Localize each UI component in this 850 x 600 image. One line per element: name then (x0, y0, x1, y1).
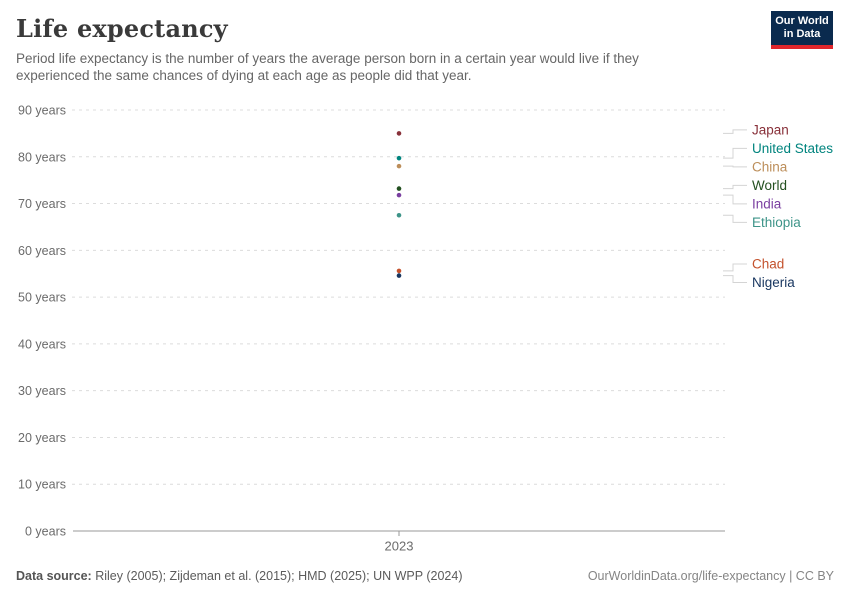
owid-logo[interactable]: Our World in Data (771, 11, 833, 49)
y-axis-tick-label: 90 years (18, 104, 66, 118)
leader-line-world (723, 184, 747, 190)
leader-line-chad (723, 263, 747, 272)
y-axis-tick-label: 30 years (18, 384, 66, 398)
y-axis-tick-label: 40 years (18, 337, 66, 351)
data-source-text: Riley (2005); Zijdeman et al. (2015); HM… (95, 569, 463, 583)
series-label-japan[interactable]: Japan (752, 122, 789, 137)
series-label-united-states[interactable]: United States (752, 141, 833, 156)
attribution-link[interactable]: OurWorldinData.org/life-expectancy | CC … (587, 569, 834, 583)
leader-line-india (723, 194, 747, 205)
series-label-china[interactable]: China (752, 159, 788, 174)
chart-subtitle: Period life expectancy is the number of … (16, 51, 639, 83)
leader-line-japan (723, 129, 747, 134)
data-point-united-states[interactable] (396, 155, 402, 161)
owid-logo-line1: Our World (775, 15, 829, 27)
data-source-note: Data source: Riley (2005); Zijdeman et a… (16, 569, 463, 583)
series-label-ethiopia[interactable]: Ethiopia (752, 215, 801, 230)
series-label-world[interactable]: World (752, 178, 787, 193)
y-axis-tick-label: 80 years (18, 150, 66, 164)
chart-plot-area: 0 years 10 years 20 years 30 years 40 years 5… (18, 104, 833, 554)
page-title: Life expectancy (16, 14, 228, 43)
series-label-nigeria[interactable]: Nigeria (752, 275, 795, 290)
x-axis-tick-label: 2023 (385, 539, 414, 554)
data-point-chad[interactable] (396, 268, 402, 274)
chart-footer: Data source: Riley (2005); Zijdeman et a… (16, 569, 834, 583)
y-axis-tick-label: 50 years (18, 291, 66, 305)
y-axis-tick-label: 70 years (18, 197, 66, 211)
data-point-china[interactable] (396, 163, 402, 169)
data-point-japan[interactable] (396, 131, 402, 136)
data-point-nigeria[interactable] (396, 273, 402, 278)
leader-line-nigeria (723, 275, 747, 284)
owid-logo-line2: in Data (783, 28, 821, 40)
series-label-chad[interactable]: Chad (752, 257, 784, 272)
data-source-label: Data source: (16, 569, 92, 583)
data-point-world[interactable] (396, 186, 402, 191)
y-axis-tick-label: 10 years (18, 478, 66, 492)
leader-line-ethiopia (723, 214, 747, 223)
series-label-india[interactable]: India (752, 196, 782, 211)
data-point-india[interactable] (396, 192, 402, 198)
y-axis-tick-label: 20 years (18, 431, 66, 445)
y-axis-tick-label: 60 years (18, 244, 66, 258)
leader-line-china (723, 165, 747, 168)
leader-line-united-states (723, 147, 747, 159)
y-axis-tick-label: 0 years (25, 525, 66, 539)
data-point-ethiopia[interactable] (396, 212, 402, 218)
